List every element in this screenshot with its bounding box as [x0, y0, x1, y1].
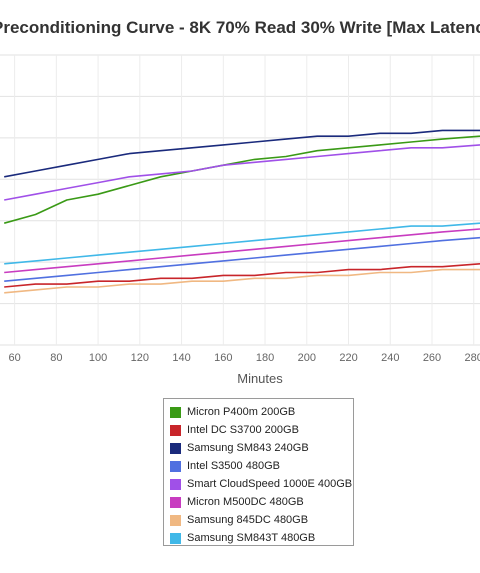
legend-item[interactable]: Samsung 845DC 480GB [170, 511, 353, 529]
x-tick-label: 60 [8, 352, 20, 364]
legend-swatch [170, 460, 181, 472]
series-line-1 [4, 263, 480, 288]
legend-label: Intel S3500 480GB [187, 460, 280, 472]
x-tick-label: 280 [465, 352, 480, 364]
x-tick-label: 140 [172, 352, 190, 364]
legend-swatch [170, 532, 181, 544]
x-tick-label: 240 [381, 352, 399, 364]
legend-item[interactable]: Intel DC S3700 200GB [170, 421, 353, 439]
x-tick-label: 220 [339, 352, 357, 364]
x-tick-label: 160 [214, 352, 232, 364]
legend-item[interactable]: Micron P400m 200GB [170, 403, 353, 421]
legend-item[interactable]: Samsung SM843 240GB [170, 439, 353, 457]
legend-item[interactable]: Smart CloudSpeed 1000E 400GB [170, 475, 353, 493]
legend-item[interactable]: Micron M500DC 480GB [170, 493, 353, 511]
x-tick-label: 120 [131, 352, 149, 364]
x-tick-label: 80 [50, 352, 62, 364]
grid-lines [0, 54, 480, 346]
legend-swatch [170, 406, 181, 418]
series-line-3 [4, 236, 480, 282]
x-tick-label: 180 [256, 352, 274, 364]
chart-title: Preconditioning Curve - 8K 70% Read 30% … [0, 18, 480, 37]
x-tick-label: 100 [89, 352, 107, 364]
legend-item[interactable]: Samsung SM843T 480GB [170, 529, 353, 547]
legend-swatch [170, 442, 181, 454]
series-lines [3, 129, 480, 294]
legend-label: Samsung SM843T 480GB [187, 532, 316, 544]
legend-swatch [170, 478, 181, 490]
legend-swatch [170, 424, 181, 436]
legend-label: Micron M500DC 480GB [187, 496, 304, 508]
series-line-4 [4, 144, 480, 201]
legend-item[interactable]: Intel S3500 480GB [170, 457, 353, 475]
series-line-6 [4, 268, 480, 294]
series-line-5 [4, 228, 480, 274]
series-line-0 [3, 135, 480, 224]
legend-label: Intel DC S3700 200GB [187, 424, 299, 436]
chart-plot-area: 60 80 100 120 140 160 180 200 220 240 260 280 Minut… [0, 54, 480, 386]
legend-label: Samsung SM843 240GB [187, 442, 309, 454]
x-axis-label: Minutes [237, 371, 283, 386]
legend-label: Smart CloudSpeed 1000E 400GB [187, 478, 353, 490]
legend: Micron P400m 200GB Intel DC S3700 200GB Sa… [163, 398, 354, 546]
x-tick-label: 260 [423, 352, 441, 364]
legend-swatch [170, 496, 181, 508]
legend-label: Samsung 845DC 480GB [187, 514, 309, 526]
series-line-2 [4, 129, 480, 178]
legend-swatch [170, 514, 181, 526]
series-line-7 [4, 222, 480, 265]
legend-label: Micron P400m 200GB [187, 406, 296, 418]
x-tick-label: 200 [298, 352, 316, 364]
x-axis-ticks: 60 80 100 120 140 160 180 200 220 240 260 280 [8, 352, 480, 364]
